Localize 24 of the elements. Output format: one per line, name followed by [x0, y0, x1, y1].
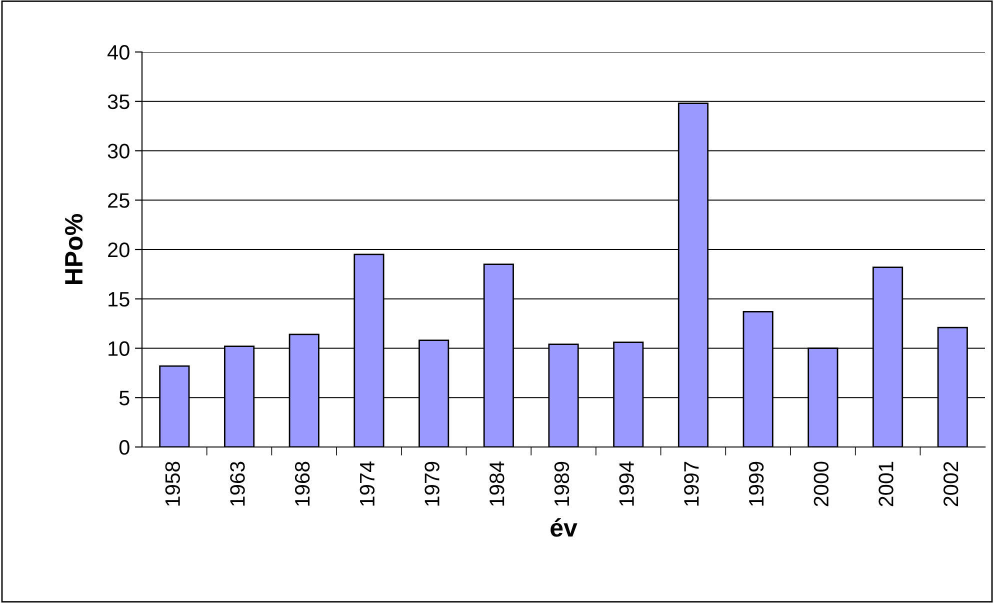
y-tick-label: 35 [108, 94, 130, 110]
x-tick-label: 1968 [294, 462, 310, 506]
x-tick-label: 1989 [554, 462, 570, 506]
y-tick-label: 20 [108, 242, 130, 258]
y-tick-label: 10 [108, 341, 130, 356]
y-tick-label: 40 [108, 45, 130, 60]
y-tick-label: 0 [119, 440, 130, 455]
y-tick-label: 30 [108, 144, 130, 159]
y-tick-label: 5 [119, 390, 130, 406]
x-tick-label: 1994 [619, 461, 634, 506]
x-tick-label: 1997 [684, 462, 699, 506]
x-tick-label: 2002 [943, 462, 958, 506]
x-tick-label: 2001 [878, 462, 894, 506]
x-tick-label: 2000 [814, 462, 829, 506]
x-axis-title: év [550, 518, 578, 537]
y-axis-title: HPo% [64, 214, 83, 284]
x-tick-label: 1984 [490, 461, 504, 506]
x-tick-label: 1979 [424, 462, 440, 506]
x-tick-label: 1974 [360, 461, 375, 506]
x-tick-label: 1999 [748, 462, 764, 506]
x-tick-label: 1958 [165, 462, 180, 506]
y-tick-label: 25 [108, 193, 130, 208]
x-tick-label: 1963 [230, 462, 245, 506]
y-tick-label: 15 [108, 292, 130, 307]
